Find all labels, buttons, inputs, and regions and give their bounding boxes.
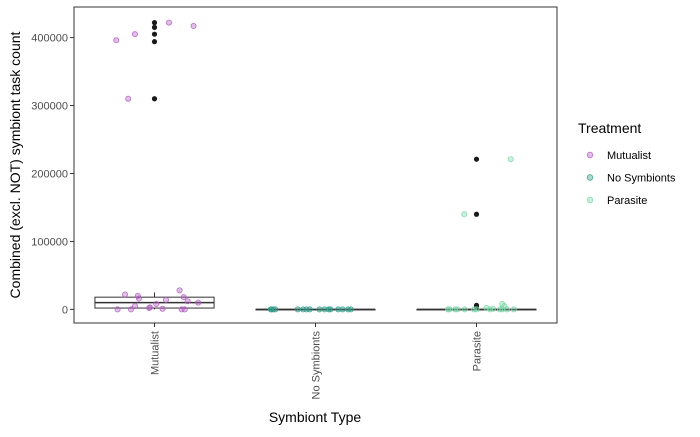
y-axis: 0 100000 200000 300000 400000 — [31, 33, 74, 316]
x-tick-label-mutualist: Mutualist — [150, 331, 162, 375]
x-tick-label-no-symbionts: No Symbionts — [311, 331, 323, 400]
point-no-symbionts — [270, 306, 277, 313]
outliers-layer — [151, 20, 480, 310]
point-mutualist — [128, 306, 135, 313]
point-mutualist — [125, 95, 132, 102]
point-mutualist — [131, 303, 138, 310]
point-no-symbionts — [321, 306, 328, 313]
point-mutualist — [135, 295, 142, 302]
point-no-symbionts — [294, 306, 301, 313]
point-no-symbionts — [347, 306, 354, 313]
legend-label-no-symbionts: No Symbionts — [607, 173, 676, 185]
point-mutualist — [195, 299, 202, 306]
point-no-symbionts — [339, 306, 346, 313]
point-mutualist — [165, 19, 172, 26]
legend: Treatment Mutualist No Symbionts Parasite — [578, 120, 676, 207]
y-tick-label: 300000 — [31, 101, 68, 113]
point-parasite — [446, 306, 453, 313]
y-axis-title: Combined (excl. NOT) symbiont task count — [7, 31, 23, 298]
point-mutualist — [153, 300, 160, 307]
legend-title: Treatment — [578, 120, 641, 136]
y-tick-label: 200000 — [31, 168, 68, 180]
outlier-mutualist — [151, 31, 158, 37]
outlier-mutualist — [151, 24, 158, 30]
point-no-symbionts — [272, 306, 279, 313]
point-mutualist — [159, 305, 166, 312]
x-axis-title: Symbiont Type — [269, 409, 362, 425]
point-mutualist — [178, 306, 185, 313]
point-mutualist — [176, 287, 183, 294]
point-no-symbionts — [335, 306, 342, 313]
point-parasite — [483, 305, 490, 312]
legend-label-parasite: Parasite — [607, 195, 647, 207]
outlier-parasite — [473, 156, 480, 162]
outlier-mutualist — [151, 96, 158, 102]
point-mutualist — [180, 294, 187, 301]
point-parasite — [452, 306, 459, 313]
x-tick-label-parasite: Parasite — [472, 331, 484, 371]
legend-label-mutualist: Mutualist — [607, 150, 651, 162]
legend-key-parasite — [586, 196, 594, 204]
outlier-mutualist — [151, 20, 158, 26]
point-no-symbionts — [303, 306, 310, 313]
y-tick-label: 100000 — [31, 236, 68, 248]
point-parasite — [507, 156, 514, 163]
point-no-symbionts — [316, 306, 323, 313]
point-no-symbionts — [325, 306, 332, 313]
point-parasite — [444, 306, 451, 313]
point-no-symbionts — [327, 306, 334, 313]
legend-key-mutualist — [586, 151, 594, 159]
point-mutualist — [113, 37, 120, 44]
point-mutualist — [146, 305, 153, 312]
point-parasite — [504, 306, 511, 313]
outlier-parasite — [473, 211, 480, 217]
point-parasite — [461, 211, 468, 218]
point-mutualist — [184, 298, 191, 305]
y-tick-label: 0 — [62, 304, 68, 316]
point-mutualist — [122, 291, 129, 298]
points-layer — [113, 19, 517, 313]
outlier-parasite — [473, 304, 480, 310]
outlier-mutualist — [151, 39, 158, 45]
point-parasite — [473, 306, 480, 313]
point-parasite — [461, 306, 468, 313]
point-mutualist — [162, 296, 169, 303]
point-mutualist — [114, 306, 121, 313]
point-mutualist — [131, 31, 138, 38]
point-mutualist — [181, 306, 188, 313]
point-mutualist — [190, 23, 197, 30]
point-parasite — [510, 306, 517, 313]
panel-border — [73, 6, 558, 324]
x-axis: Mutualist No Symbionts Parasite — [150, 323, 484, 399]
point-parasite — [486, 306, 493, 313]
point-parasite — [497, 306, 504, 313]
y-tick-label: 400000 — [31, 33, 68, 45]
legend-key-no-symbionts — [586, 174, 594, 181]
